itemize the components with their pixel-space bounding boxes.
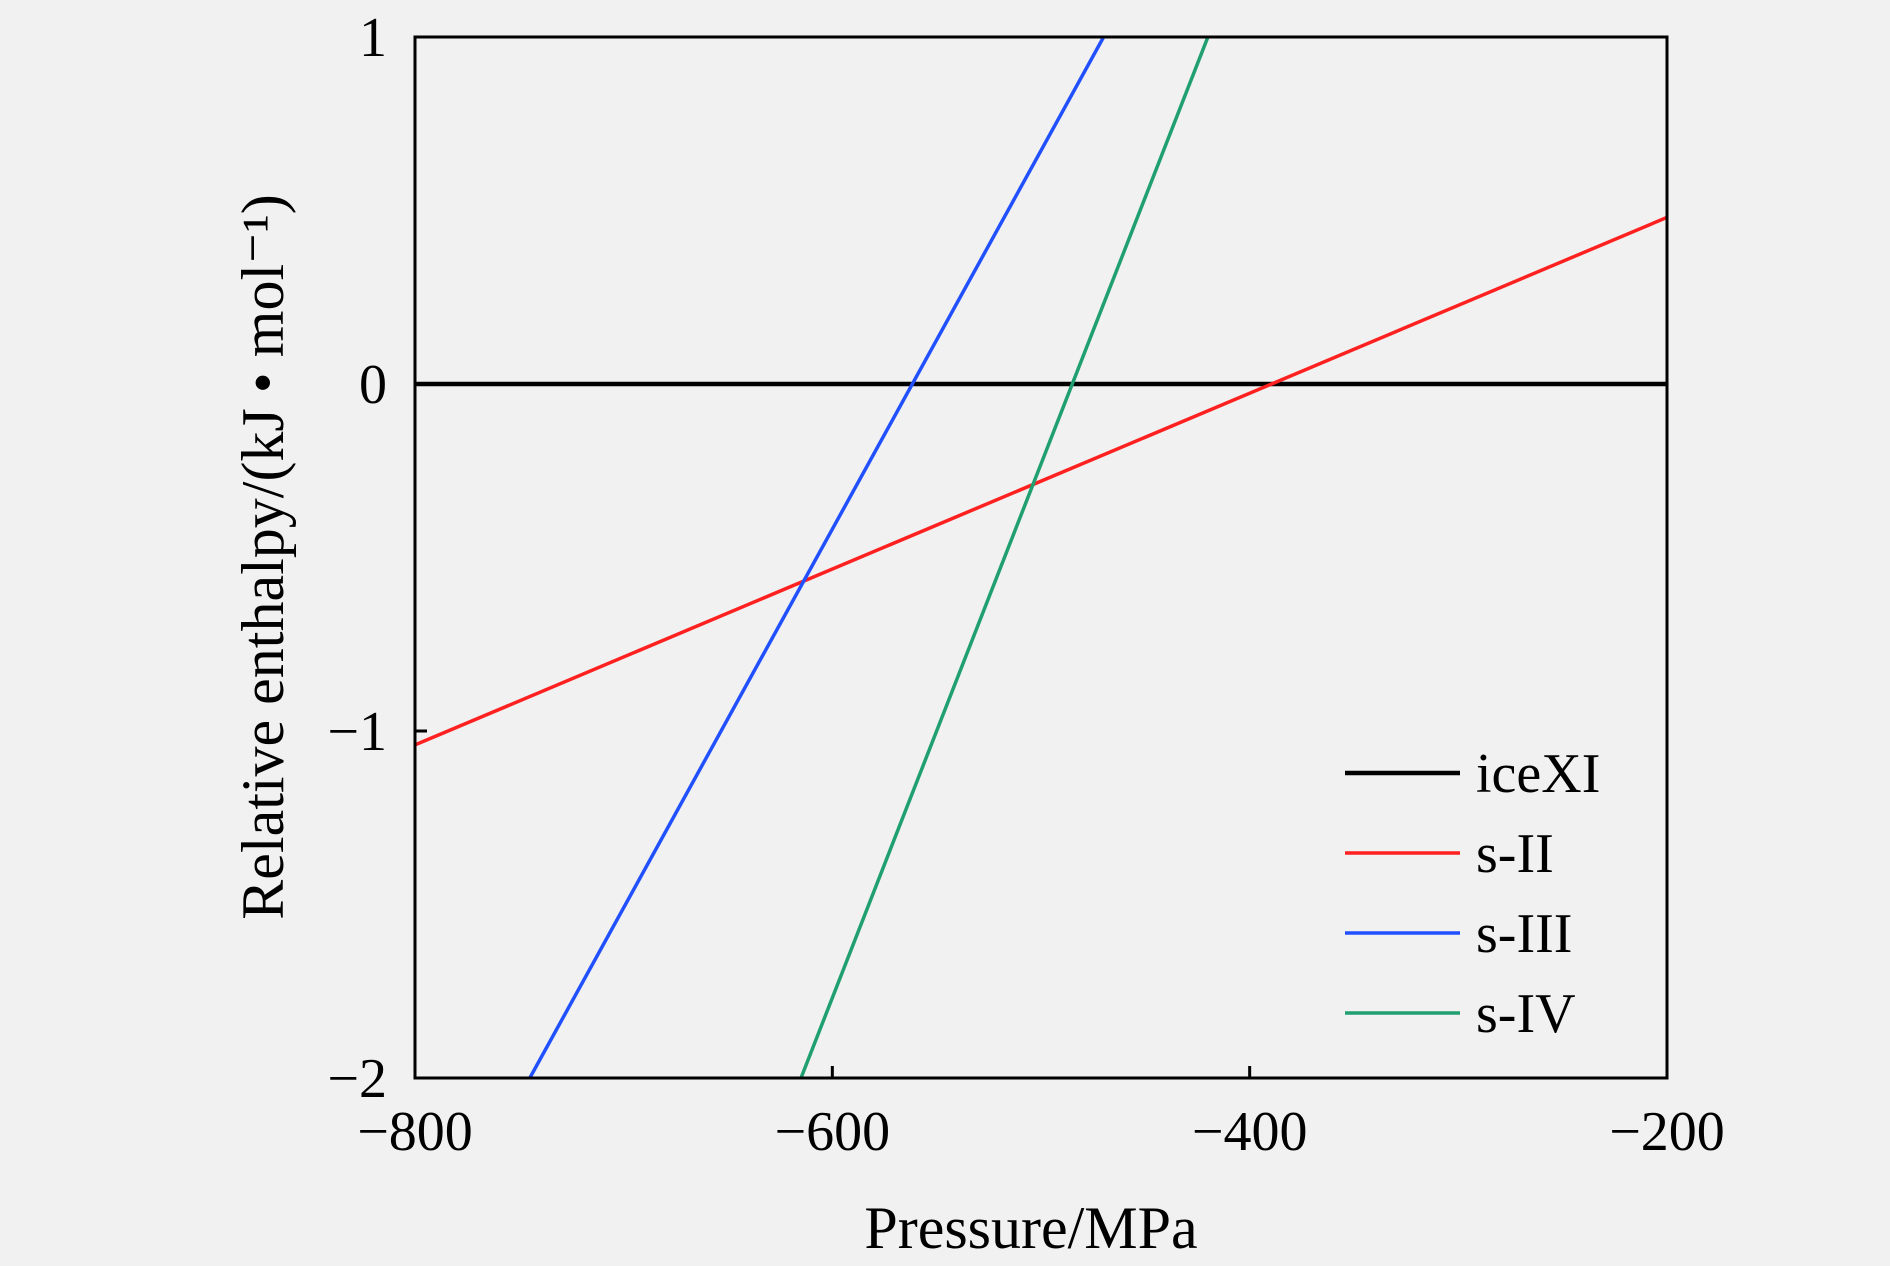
series-lines bbox=[415, 37, 1667, 1078]
x-axis-ticks: −800 −600 −400 −200 bbox=[357, 1066, 1725, 1163]
y-tick-label: 0 bbox=[359, 354, 387, 416]
y-tick-label: 1 bbox=[359, 7, 387, 69]
legend-label: s-II bbox=[1476, 823, 1554, 885]
plot-frame bbox=[413, 35, 1669, 1080]
y-tick-label: −1 bbox=[327, 701, 387, 763]
x-axis-label: Pressure/MPa bbox=[864, 1195, 1197, 1261]
y-axis-ticks: −2 −1 0 1 bbox=[327, 7, 427, 1110]
series-line-s-ii bbox=[415, 215, 1667, 747]
x-tick-label: −400 bbox=[1192, 1101, 1308, 1163]
legend-label: s-III bbox=[1476, 903, 1572, 965]
y-axis-label: Relative enthalpy/(kJ • mol⁻¹) bbox=[230, 194, 296, 920]
x-tick-label: −800 bbox=[357, 1101, 473, 1163]
y-tick-label: −2 bbox=[327, 1048, 387, 1110]
series-line-s-iii bbox=[528, 37, 1106, 1078]
x-tick-label: −200 bbox=[1609, 1101, 1725, 1163]
x-tick-label: −600 bbox=[775, 1101, 891, 1163]
series-line-s-iv bbox=[799, 37, 1210, 1078]
legend: iceXI s-II s-III s-IV bbox=[1345, 743, 1600, 1045]
legend-label: iceXI bbox=[1476, 743, 1600, 805]
legend-label: s-IV bbox=[1476, 983, 1576, 1045]
